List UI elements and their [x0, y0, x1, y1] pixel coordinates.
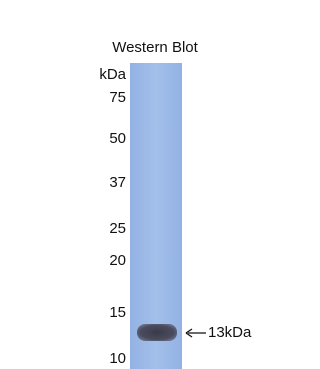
marker-label: 75 — [109, 89, 126, 106]
unit-label: kDa — [99, 66, 126, 83]
blot-title: Western Blot — [112, 39, 198, 56]
marker-label: 50 — [109, 130, 126, 147]
marker-label: 37 — [109, 174, 126, 191]
protein-band — [137, 324, 177, 341]
gel-lane — [130, 63, 182, 369]
band-label: 13kDa — [208, 324, 252, 341]
marker-label: 10 — [109, 350, 126, 367]
marker-label: 20 — [109, 252, 126, 269]
marker-label: 15 — [109, 304, 126, 321]
marker-label: 25 — [109, 220, 126, 237]
blot-figure: Western Blot kDa 75 50 37 25 20 15 10 13kDa — [0, 0, 288, 369]
